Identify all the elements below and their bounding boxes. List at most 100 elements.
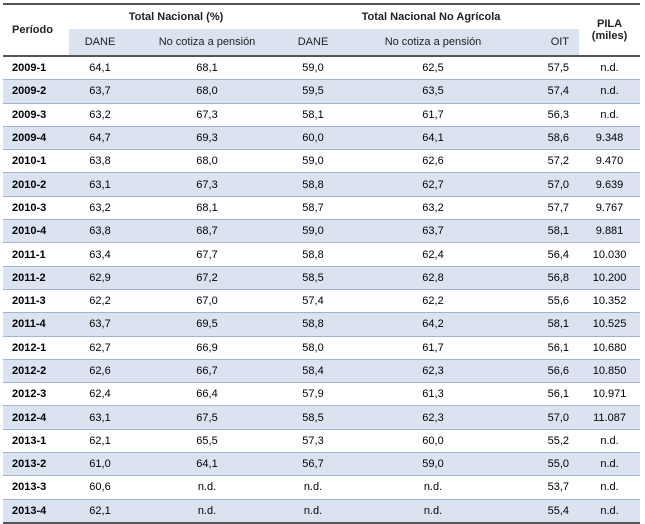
cell-dane-no-agricola: 58,5 [283, 405, 343, 430]
cell-dane-total: 62,1 [89, 434, 111, 447]
cell-no-cotiza-no-agricola: 62,3 [343, 359, 523, 383]
cell-dane-no-agricola: 59,0 [302, 155, 324, 168]
cell-dane-total: 63,1 [69, 405, 131, 430]
cell-dane-total: 62,1 [69, 499, 131, 523]
cell-no-cotiza-total: 67,0 [196, 295, 218, 308]
cell-no-cotiza-no-agricola: 62,7 [343, 172, 523, 197]
header-dane-1: DANE [69, 29, 131, 56]
cell-no-cotiza-total: 69,3 [131, 126, 283, 150]
cell-dane-no-agricola: 58,7 [302, 201, 324, 214]
cell-no-cotiza-total: 66,9 [196, 341, 218, 354]
table-row: 2012-1 62,7 66,9 58,0 61,7 56,1 10.680 [3, 336, 641, 360]
cell-pila: 10.352 [592, 295, 627, 308]
header-row-columns: DANE No cotiza a pensión DANE No cotiza … [3, 29, 641, 56]
cell-dane-total: 62,9 [69, 266, 131, 290]
cell-periodo: 2009-2 [3, 79, 69, 104]
header-no-agricola: Total Nacional No Agrícola [361, 11, 501, 23]
cell-dane-total: 62,7 [89, 341, 111, 354]
cell-periodo: 2010-3 [12, 201, 47, 214]
cell-periodo: 2013-3 [12, 481, 47, 494]
cell-oit: 58,1 [523, 219, 580, 243]
header-no-cotiza-2: No cotiza a pensión [343, 29, 523, 56]
cell-dane-total: 62,4 [89, 388, 111, 401]
header-total-nacional: Total Nacional (%) [128, 11, 224, 23]
cell-periodo: 2012-4 [3, 405, 69, 430]
cell-pila: 9.881 [579, 219, 641, 243]
cell-no-cotiza-total: 66,7 [131, 359, 283, 383]
cell-no-cotiza-no-agricola: 62,2 [422, 295, 444, 308]
cell-dane-no-agricola: 58,8 [283, 312, 343, 337]
table-row: 2011-4 63,7 69,5 58,8 64,2 58,1 10.525 [3, 312, 641, 337]
cell-oit: 55,6 [547, 295, 570, 308]
cell-pila: 10.850 [579, 359, 641, 383]
cell-oit: 58,6 [523, 126, 580, 150]
cell-no-cotiza-total: 64,1 [131, 452, 283, 476]
header-periodo: Período [12, 24, 53, 36]
cell-dane-no-agricola: 58,4 [283, 359, 343, 383]
cell-no-cotiza-total: 66,4 [196, 388, 218, 401]
cell-no-cotiza-total: 68,1 [196, 201, 218, 214]
cell-pila: 9.767 [595, 201, 624, 214]
cell-oit: 53,7 [547, 481, 570, 494]
cell-pila: 10.030 [592, 248, 627, 261]
cell-dane-total: 63,8 [69, 219, 131, 243]
table-row: 2012-3 62,4 66,4 57,9 61,3 56,1 10.971 [3, 383, 641, 406]
cell-no-cotiza-total: 67,3 [196, 108, 218, 121]
cell-dane-total: 62,6 [69, 359, 131, 383]
cell-dane-total: 63,7 [69, 79, 131, 104]
cell-oit: 56,8 [523, 266, 580, 290]
cell-pila: 11.087 [579, 405, 641, 430]
cell-dane-no-agricola: 57,4 [302, 295, 324, 308]
cell-no-cotiza-no-agricola: 59,0 [343, 452, 523, 476]
table-row: 2013-3 60,6 n.d. n.d. n.d. 53,7 n.d. [3, 476, 641, 500]
cell-no-cotiza-total: 68,7 [131, 219, 283, 243]
table-row: 2010-4 63,8 68,7 59,0 63,7 58,1 9.881 [3, 219, 641, 243]
header-pila-line1: PILA [597, 18, 623, 30]
cell-no-cotiza-no-agricola: 62,5 [422, 62, 444, 75]
informality-table: Período Total Nacional (%) Total Naciona… [3, 3, 641, 524]
cell-no-cotiza-no-agricola: 62,4 [422, 248, 444, 261]
cell-oit: 56,4 [547, 248, 570, 261]
cell-no-cotiza-no-agricola: 60,0 [422, 434, 444, 447]
cell-dane-no-agricola: 58,5 [283, 266, 343, 290]
cell-periodo: 2010-2 [3, 172, 69, 197]
cell-no-cotiza-no-agricola: 61,7 [422, 341, 444, 354]
header-row-groups: Período Total Nacional (%) Total Naciona… [3, 4, 641, 42]
table-row: 2011-1 63,4 67,7 58,8 62,4 56,4 10.030 [3, 243, 641, 267]
cell-periodo: 2011-1 [12, 248, 46, 261]
cell-oit: 56,6 [523, 359, 580, 383]
cell-dane-no-agricola: 58,0 [302, 341, 324, 354]
table-row: 2010-1 63,8 68,0 59,0 62,6 57,2 9.470 [3, 150, 641, 173]
cell-no-cotiza-no-agricola: 64,1 [343, 126, 523, 150]
header-oit: OIT [523, 29, 580, 56]
cell-pila: n.d. [600, 481, 619, 494]
cell-dane-no-agricola: 56,7 [283, 452, 343, 476]
cell-pila: 10.680 [592, 341, 627, 354]
cell-pila: n.d. [579, 79, 641, 104]
header-pila-line2: (miles) [591, 30, 628, 42]
cell-no-cotiza-no-agricola: 64,2 [343, 312, 523, 337]
table-row: 2011-3 62,2 67,0 57,4 62,2 55,6 10.352 [3, 289, 641, 313]
cell-no-cotiza-no-agricola: 62,6 [422, 155, 444, 168]
cell-dane-total: 62,2 [89, 295, 111, 308]
cell-oit: 57,4 [523, 79, 580, 104]
cell-dane-total: 63,4 [89, 248, 111, 261]
cell-dane-total: 63,2 [89, 108, 111, 121]
table-row: 2009-3 63,2 67,3 58,1 61,7 56,3 n.d. [3, 103, 641, 127]
cell-no-cotiza-total: 68,1 [196, 62, 218, 75]
cell-oit: 56,1 [547, 388, 570, 401]
cell-dane-no-agricola: n.d. [283, 499, 343, 523]
table-row: 2013-1 62,1 65,5 57,3 60,0 55,2 n.d. [3, 429, 641, 453]
table-row: 2009-2 63,7 68,0 59,5 63,5 57,4 n.d. [3, 79, 641, 104]
cell-oit: 58,1 [523, 312, 580, 337]
cell-no-cotiza-no-agricola: 63,5 [343, 79, 523, 104]
cell-pila: 9.348 [579, 126, 641, 150]
cell-pila: n.d. [579, 499, 641, 523]
cell-no-cotiza-no-agricola: 63,2 [422, 201, 444, 214]
cell-dane-no-agricola: n.d. [303, 481, 323, 494]
cell-oit: 57,7 [547, 201, 570, 214]
table-row: 2013-2 61,0 64,1 56,7 59,0 55,0 n.d. [3, 452, 641, 476]
cell-no-cotiza-no-agricola: 62,3 [343, 405, 523, 430]
cell-no-cotiza-total: 67,2 [131, 266, 283, 290]
cell-no-cotiza-no-agricola: n.d. [343, 499, 523, 523]
